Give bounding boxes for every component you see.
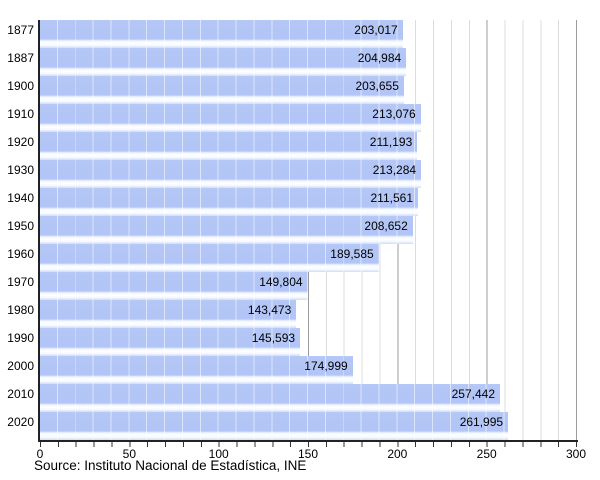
bar-value-label: 149,804	[259, 275, 303, 289]
y-axis-label: 1910	[7, 107, 34, 121]
y-axis-label: 2010	[7, 387, 34, 401]
bar: 213,076	[40, 104, 421, 132]
x-axis-line	[38, 440, 578, 442]
bar-value-label: 211,561	[370, 191, 414, 205]
bar: 143,473	[40, 300, 297, 328]
bar: 203,655	[40, 76, 404, 104]
bar-value-label: 189,585	[330, 247, 374, 261]
source-note: Source: Instituto Nacional de Estadístic…	[34, 458, 307, 473]
bar-value-label: 211,193	[369, 135, 413, 149]
y-axis-label: 2020	[7, 415, 34, 429]
bar: 174,999	[40, 356, 353, 384]
y-axis-label: 2000	[7, 359, 34, 373]
x-axis-ticks	[40, 442, 578, 447]
y-axis-label: 1887	[7, 51, 34, 65]
x-axis-tick-label: 200	[387, 447, 408, 461]
y-axis-label: 1930	[7, 163, 34, 177]
y-axis-label: 1990	[7, 331, 34, 345]
plot-area: 203,017 204,984 203,655 213,076 211,193 213,2…	[40, 20, 578, 440]
bar-value-label: 257,442	[451, 387, 495, 401]
y-axis-label: 1920	[7, 135, 34, 149]
x-axis-tick-label: 100	[208, 447, 229, 461]
y-axis-label: 1970	[7, 275, 34, 289]
y-axis-label: 1960	[7, 247, 34, 261]
bar: 211,193	[40, 132, 418, 160]
bar-value-label: 208,652	[364, 219, 408, 233]
bar: 257,442	[40, 384, 500, 412]
bar: 149,804	[40, 272, 308, 300]
x-axis-tick-label: 150	[297, 447, 319, 461]
bar-value-label: 174,999	[304, 359, 348, 373]
bar-value-label: 204,984	[357, 51, 402, 65]
bar: 189,585	[40, 244, 379, 272]
y-axis-label: 1980	[7, 303, 34, 317]
y-axis-line	[38, 20, 40, 442]
bar: 145,593	[40, 328, 301, 356]
bar-value-label: 145,593	[251, 331, 296, 345]
bar: 211,561	[40, 188, 418, 216]
y-axis-label: 1950	[7, 219, 34, 233]
y-axis-label: 1877	[7, 23, 34, 37]
bar-value-label: 213,076	[372, 107, 416, 121]
x-axis-tick-label: 300	[565, 447, 587, 461]
bar-value-label: 213,284	[372, 163, 417, 177]
x-axis-tick-label: 50	[122, 447, 136, 461]
x-axis-tick-label: 0	[36, 447, 44, 461]
y-axis-label: 1940	[7, 191, 34, 205]
bar-value-label: 143,473	[247, 303, 292, 317]
bar-value-label: 203,017	[354, 23, 398, 37]
bar: 213,284	[40, 160, 422, 188]
bar: 204,984	[40, 48, 407, 76]
y-axis-label: 1900	[7, 79, 34, 93]
bar: 208,652	[40, 216, 413, 244]
bar-value-label: 261,995	[459, 415, 504, 429]
bar: 203,017	[40, 20, 403, 48]
bar-value-label: 203,655	[355, 79, 399, 93]
bar: 261,995	[40, 412, 509, 440]
x-axis-tick-label: 250	[476, 447, 497, 461]
